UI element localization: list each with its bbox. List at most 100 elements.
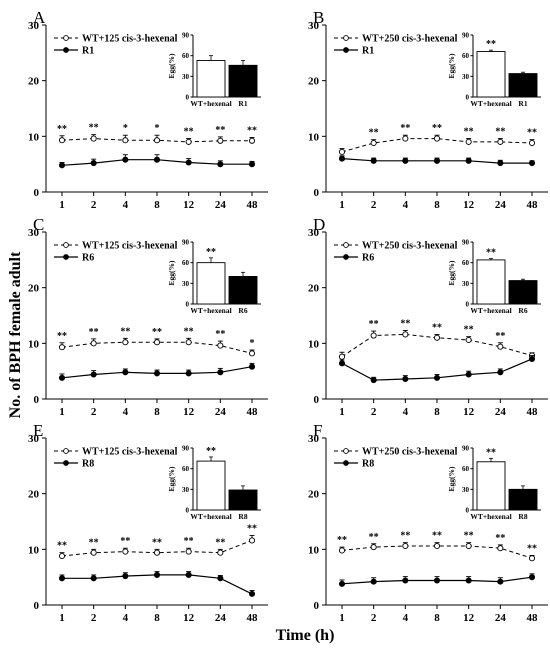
inset-bar-chart: 0 30 60 90 Egg(%) WT+hexenal ** R6 — [167, 239, 261, 315]
y-tick-label: 20 — [28, 76, 40, 88]
panel-letter: A — [33, 8, 46, 27]
y-tick-label: 10 — [28, 544, 40, 556]
data-point — [122, 573, 129, 580]
legend-marker-control — [63, 47, 69, 53]
data-point — [153, 549, 161, 556]
panel-letter: E — [33, 421, 43, 440]
x-tick-label: 24 — [495, 199, 507, 211]
data-point — [122, 137, 129, 144]
significance-marker: ** — [527, 128, 537, 139]
data-point — [433, 577, 441, 584]
inset-y-tick-label: 30 — [182, 486, 190, 494]
inset-bar — [508, 280, 538, 305]
data-point — [497, 545, 504, 552]
inset-category-label: WT+hexenal — [470, 512, 511, 521]
data-point — [90, 160, 97, 167]
inset-category-label: WT+hexenal — [190, 99, 231, 108]
x-tick-label: 2 — [91, 406, 97, 418]
data-point — [217, 549, 224, 556]
data-point — [90, 549, 97, 556]
x-tick-label: 48 — [247, 199, 259, 211]
x-tick-label: 12 — [183, 199, 195, 211]
data-point — [433, 157, 441, 164]
series-control — [338, 355, 536, 384]
y-tick-label: 10 — [308, 338, 320, 350]
y-tick-label: 10 — [28, 131, 40, 143]
inset-y-axis-label: Egg(%) — [447, 260, 456, 286]
data-point — [58, 552, 66, 560]
legend-label-control: R8 — [362, 459, 374, 470]
data-point — [248, 590, 256, 597]
data-point — [497, 138, 504, 145]
data-point — [528, 555, 536, 562]
inset-bar — [196, 60, 226, 98]
significance-marker: ** — [464, 531, 474, 542]
x-tick-label: 12 — [463, 406, 475, 418]
data-point — [338, 360, 346, 367]
inset-y-tick-label: 90 — [462, 239, 470, 247]
significance-marker: * — [250, 338, 255, 349]
data-point — [402, 331, 409, 338]
significance-marker: ** — [400, 123, 410, 134]
inset-y-tick-label: 90 — [182, 445, 190, 453]
y-tick-label: 30 — [308, 227, 320, 239]
inset-bar — [476, 259, 506, 305]
data-point — [528, 139, 536, 147]
significance-marker: ** — [369, 532, 379, 543]
data-point — [58, 374, 66, 381]
data-point — [528, 574, 536, 581]
data-point — [370, 578, 377, 585]
legend-label-treatment: WT+125 cis-3-hexenal — [82, 34, 178, 45]
inset-category-label: R8 — [238, 512, 247, 521]
y-tick-label: 20 — [308, 489, 320, 501]
inset-y-tick-label: 60 — [462, 52, 470, 60]
y-tick-label: 0 — [314, 600, 320, 612]
inset-y-tick-label: 60 — [462, 465, 470, 473]
x-tick-label: 12 — [463, 199, 475, 211]
inset-y-tick-label: 60 — [182, 465, 190, 473]
legend-marker-treatment — [63, 448, 69, 454]
significance-marker: ** — [215, 537, 225, 548]
significance-marker: ** — [57, 541, 67, 552]
significance-marker: ** — [120, 326, 130, 337]
data-point — [217, 369, 224, 376]
legend-marker-treatment — [343, 448, 349, 454]
data-point — [90, 135, 97, 142]
legend-marker-control — [63, 254, 69, 260]
data-point — [153, 571, 161, 578]
series-treatment — [338, 134, 536, 155]
legend-label-treatment: WT+125 cis-3-hexenal — [82, 447, 178, 458]
legend-marker-treatment — [343, 35, 349, 41]
x-tick-label: 8 — [154, 406, 160, 418]
x-tick-label: 12 — [463, 612, 475, 624]
inset-bar — [196, 262, 226, 305]
data-point — [248, 350, 256, 357]
inset-category-label: WT+hexenal — [190, 512, 231, 521]
legend-label-control: R6 — [362, 253, 374, 264]
data-point — [153, 156, 161, 163]
significance-marker: ** — [215, 125, 225, 136]
inset-bar — [476, 51, 506, 98]
data-point — [465, 157, 472, 164]
x-tick-label: 12 — [183, 406, 195, 418]
data-point — [185, 159, 192, 166]
x-tick-label: 1 — [339, 612, 345, 624]
figure-x-axis-label: Time (h) — [276, 627, 335, 644]
inset-bar-chart: 0 30 60 90 Egg(%) WT+hexenal ** R6 — [447, 239, 541, 315]
data-point — [402, 542, 409, 550]
significance-marker: ** — [527, 543, 537, 554]
data-point — [217, 342, 224, 349]
inset-y-tick-label: 0 — [186, 94, 190, 102]
x-tick-label: 2 — [371, 406, 377, 418]
data-point — [185, 571, 192, 578]
data-point — [153, 370, 161, 377]
legend-marker-treatment — [63, 242, 69, 248]
inset-significance-marker: ** — [486, 447, 496, 458]
data-point — [248, 537, 256, 544]
panel-letter: C — [33, 215, 44, 234]
data-point — [402, 135, 409, 142]
inset-y-tick-label: 30 — [462, 73, 470, 81]
x-tick-label: 4 — [403, 199, 409, 211]
